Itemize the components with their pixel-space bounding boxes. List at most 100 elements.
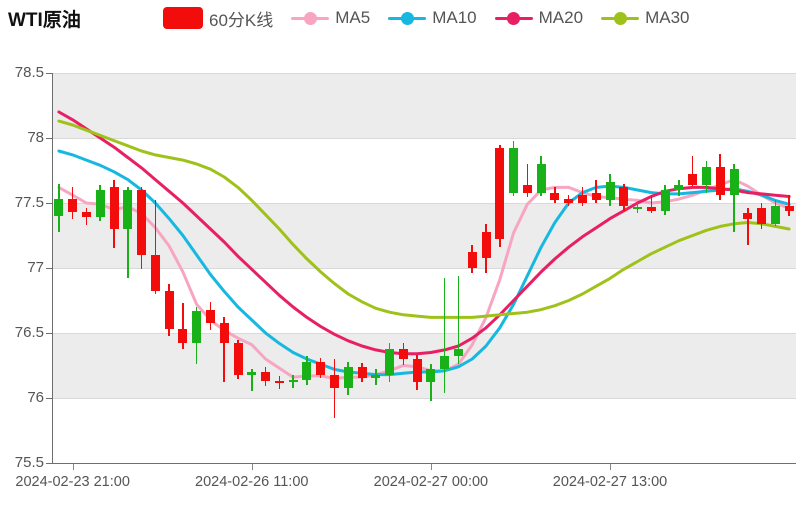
candle-body[interactable] (701, 166, 711, 185)
candle-body[interactable] (770, 205, 780, 224)
candle-body[interactable] (247, 372, 257, 375)
y-tick (46, 268, 52, 269)
candle-body[interactable] (81, 212, 91, 218)
ma-line-ma30 (57, 119, 791, 319)
candle-body[interactable] (205, 309, 215, 323)
chart-legend[interactable]: 60分K线 MA5 MA10 MA20 MA30 (163, 3, 707, 33)
gridline (52, 203, 796, 204)
gridline (52, 73, 796, 74)
candle-body[interactable] (385, 348, 395, 375)
candle-wick (650, 195, 653, 214)
line-swatch-icon (494, 11, 533, 25)
ma10-legend[interactable]: MA10 (388, 8, 477, 28)
candle-body[interactable] (481, 231, 491, 258)
candle-body[interactable] (233, 343, 243, 375)
candle-body[interactable] (68, 199, 78, 213)
line-swatch-icon (388, 11, 427, 25)
candle-body[interactable] (757, 208, 767, 224)
candle-wick (250, 369, 253, 392)
candle-body[interactable] (522, 184, 532, 193)
page-title: WTI原油 (8, 10, 81, 31)
candle-body[interactable] (219, 322, 229, 344)
candle-wick (746, 208, 749, 245)
y-tick-label: 77 (27, 259, 44, 276)
candle-body[interactable] (426, 369, 436, 383)
candle-body[interactable] (646, 206, 656, 211)
line-swatch-icon (601, 11, 640, 25)
gridline (52, 398, 796, 399)
candle-body[interactable] (784, 205, 794, 211)
y-axis-labels: 78.5 78 77.5 77 76.5 76 75.5 (0, 0, 44, 505)
candle-body[interactable] (95, 190, 105, 218)
background-band (52, 73, 796, 138)
candle-wick (126, 187, 129, 279)
candle-body[interactable] (453, 348, 463, 357)
candle-body[interactable] (357, 366, 367, 379)
candle-body[interactable] (137, 190, 147, 255)
ma-line-ma5 (57, 178, 791, 380)
legend-label: MA5 (335, 8, 371, 27)
candle-body[interactable] (274, 381, 284, 383)
candle-wick (691, 156, 694, 188)
y-tick-label: 77.5 (14, 194, 44, 211)
candle-body[interactable] (729, 169, 739, 196)
candle-body[interactable] (619, 187, 629, 206)
candle-body[interactable] (605, 182, 615, 201)
ma20-legend[interactable]: MA20 (494, 8, 583, 28)
x-tick (430, 464, 432, 470)
y-tick (46, 138, 52, 139)
candle-body[interactable] (550, 192, 560, 201)
candle-body[interactable] (743, 213, 753, 219)
chart-header: WTI原油 60分K线 MA5 MA10 MA20 MA30 (0, 0, 800, 40)
candle-body[interactable] (467, 252, 477, 268)
candle-body[interactable] (412, 359, 422, 383)
candle-body[interactable] (302, 361, 312, 380)
candle-body[interactable] (688, 174, 698, 185)
candle-body[interactable] (54, 199, 64, 216)
legend-label: MA30 (645, 8, 690, 27)
x-tick-label: 2024-02-23 21:00 (15, 474, 130, 490)
y-axis-line (52, 73, 53, 463)
candle-wick (182, 303, 184, 349)
candle-body[interactable] (440, 356, 450, 370)
candle-body[interactable] (495, 148, 505, 240)
y-tick-label: 78 (27, 129, 44, 146)
plot-area[interactable] (52, 73, 796, 463)
candle-wick (595, 179, 598, 203)
ma5-legend[interactable]: MA5 (291, 8, 370, 28)
candle-body[interactable] (261, 372, 271, 382)
candle-wick (733, 164, 735, 232)
y-tick (46, 463, 52, 464)
candle-body[interactable] (164, 291, 174, 330)
candle-body[interactable] (109, 187, 119, 229)
candle-body[interactable] (343, 366, 353, 388)
x-tick (251, 464, 253, 470)
y-tick-label: 75.5 (14, 454, 44, 471)
candle-body[interactable] (577, 195, 587, 203)
candle-body[interactable] (715, 166, 725, 196)
candle-body[interactable] (591, 192, 601, 201)
y-tick-label: 76 (27, 389, 44, 406)
candle-body[interactable] (536, 164, 546, 193)
candle-body[interactable] (178, 329, 188, 344)
candle-body[interactable] (316, 361, 326, 375)
candle-body[interactable] (398, 348, 408, 359)
x-tick (610, 464, 611, 470)
candle-body[interactable] (660, 190, 670, 211)
candle-wick (788, 195, 790, 216)
kline-legend[interactable]: 60分K线 (163, 6, 273, 31)
candle-wick (443, 278, 446, 393)
candle-body[interactable] (564, 199, 574, 203)
candle-body[interactable] (123, 190, 133, 229)
legend-label: MA10 (432, 8, 477, 27)
candle-body[interactable] (288, 379, 298, 383)
candle-body[interactable] (371, 374, 381, 379)
candle-body[interactable] (674, 184, 684, 190)
y-tick (46, 398, 52, 399)
ma30-legend[interactable]: MA30 (601, 8, 689, 28)
candle-body[interactable] (192, 310, 202, 344)
candle-body[interactable] (329, 374, 339, 388)
candle-body[interactable] (633, 206, 643, 209)
candle-body[interactable] (150, 255, 160, 292)
candle-body[interactable] (509, 148, 519, 193)
